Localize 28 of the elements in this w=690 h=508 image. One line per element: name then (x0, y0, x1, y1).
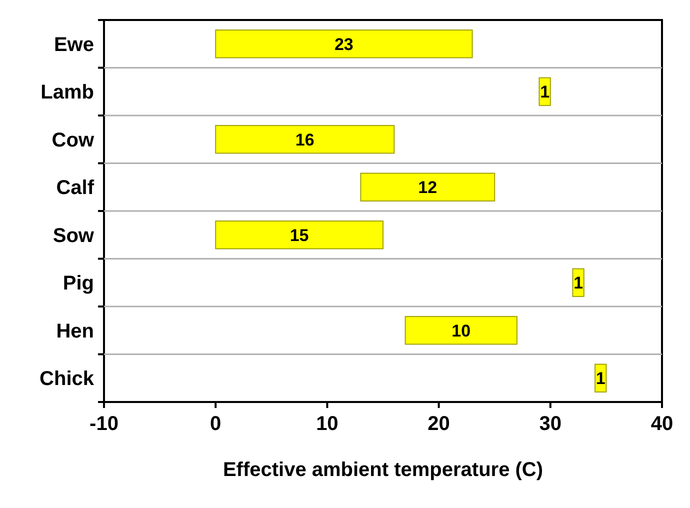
x-axis-title: Effective ambient temperature (C) (222, 459, 544, 481)
x-tick-label: 0 (210, 413, 222, 435)
x-tick-label: 20 (428, 413, 450, 435)
data-label: 10 (452, 321, 471, 340)
data-label: 1 (596, 369, 606, 388)
y-tick-label: Pig (62, 272, 94, 295)
bar (215, 220, 384, 250)
bar (360, 172, 496, 202)
x-tick-label: 30 (539, 413, 562, 435)
bar (215, 30, 473, 58)
y-tick-label: Ewe (54, 34, 94, 56)
bar (404, 316, 518, 345)
y-tick-label: Hen (56, 320, 94, 342)
y-tick-label: Cow (52, 129, 94, 152)
data-label: 12 (418, 178, 438, 198)
y-tick-label: Calf (56, 177, 94, 200)
data-label: 16 (295, 130, 314, 150)
data-label: 15 (290, 226, 309, 245)
x-tick-label: 10 (316, 413, 338, 435)
y-tick-label: Chick (40, 368, 95, 390)
data-label: 1 (574, 274, 584, 293)
x-tick-label: -10 (90, 413, 118, 435)
y-tick-label: Sow (52, 224, 94, 247)
data-label: 23 (334, 34, 354, 54)
y-tick-label: Lamb (40, 82, 94, 104)
x-tick-label: 40 (650, 413, 674, 435)
bar (215, 125, 395, 154)
data-label: 1 (540, 82, 550, 102)
